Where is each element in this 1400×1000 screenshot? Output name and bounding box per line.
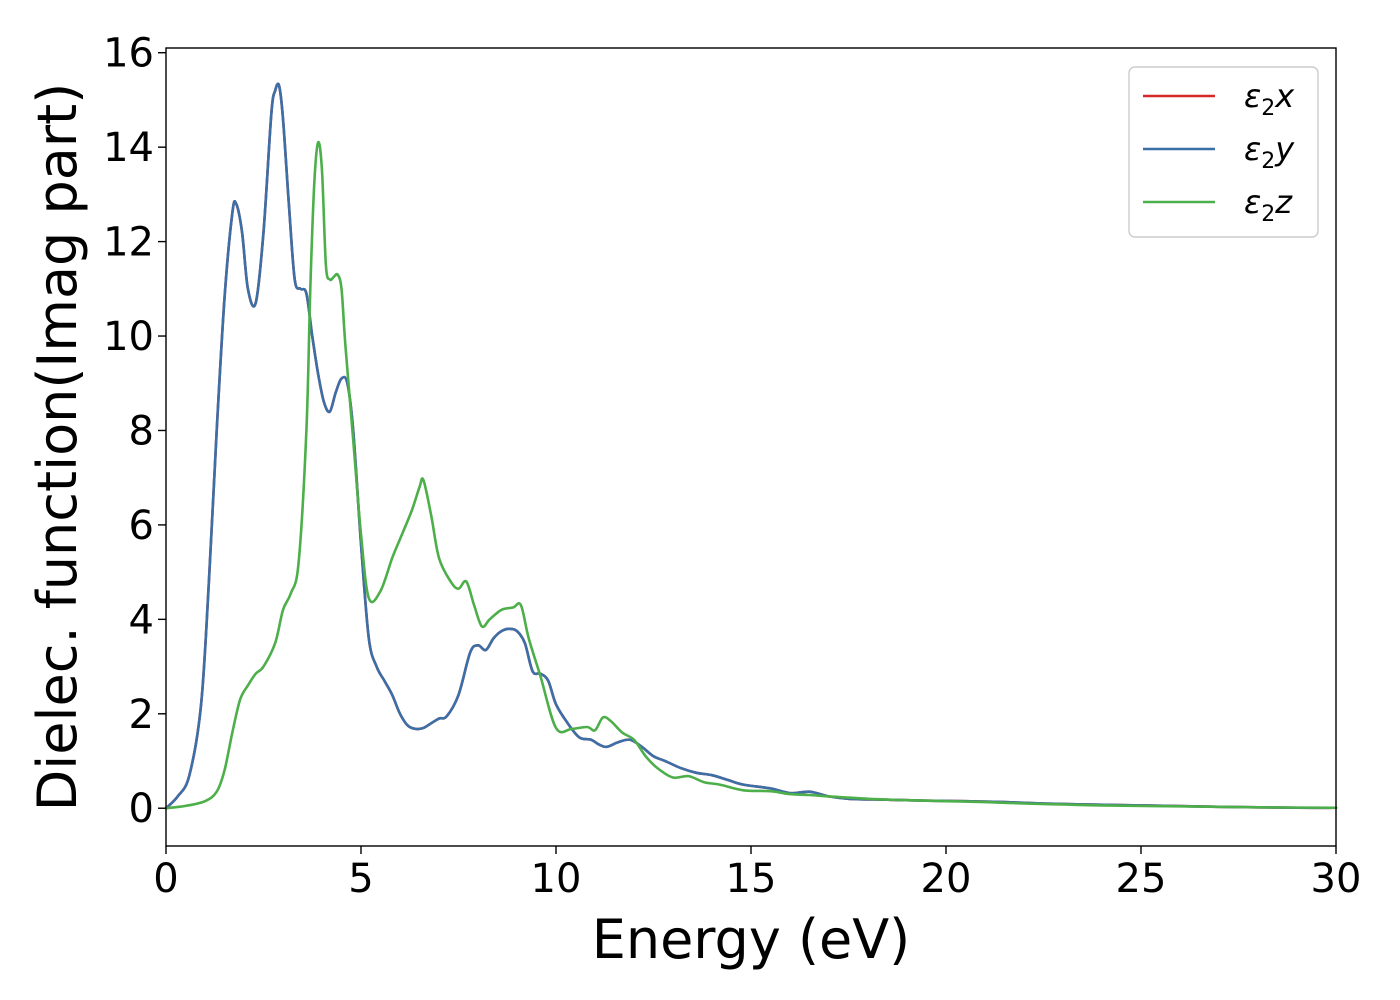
legend-label-sub: 2 xyxy=(1261,96,1275,121)
x-tick-label: 15 xyxy=(726,856,777,902)
legend-label: ε2z xyxy=(1244,183,1293,227)
legend-label-sub: 2 xyxy=(1261,202,1275,227)
legend-label-main: ε xyxy=(1244,130,1261,168)
x-axis: 0 5 10 15 20 25 30 xyxy=(153,846,1361,902)
plot-area xyxy=(164,82,1338,810)
legend-label-suffix: x xyxy=(1274,77,1295,115)
y-tick-label: 12 xyxy=(103,220,154,266)
legend-label-suffix: z xyxy=(1274,183,1293,221)
legend-label-suffix: y xyxy=(1274,130,1295,168)
legend-entry: ε2y xyxy=(1143,130,1295,174)
legend-entry: ε2x xyxy=(1143,77,1295,121)
legend-box xyxy=(1128,66,1319,238)
legend-label-main: ε xyxy=(1244,77,1261,115)
y-tick-label: 4 xyxy=(129,597,154,643)
x-tick-label: 10 xyxy=(531,856,582,902)
legend-label: ε2x xyxy=(1244,77,1295,121)
y-axis-label: Dielec. function(Imag part) xyxy=(26,83,89,812)
legend-entry: ε2z xyxy=(1143,183,1293,227)
y-tick-label: 6 xyxy=(129,503,154,549)
y-axis: 0 2 4 6 8 10 12 14 16 xyxy=(103,31,166,832)
legend-label-sub: 2 xyxy=(1261,149,1275,174)
x-axis-label: Energy (eV) xyxy=(592,908,911,971)
y-tick-label: 2 xyxy=(129,692,154,738)
x-tick-label: 0 xyxy=(153,856,178,902)
y-tick-label: 0 xyxy=(129,786,154,832)
y-tick-label: 16 xyxy=(103,31,154,77)
x-tick-label: 20 xyxy=(921,856,972,902)
legend-label: ε2y xyxy=(1244,130,1295,174)
y-tick-label: 14 xyxy=(103,125,154,171)
series-line-1 xyxy=(164,82,1338,810)
y-tick-label: 8 xyxy=(129,408,154,454)
legend-label-main: ε xyxy=(1244,183,1261,221)
series-line-2 xyxy=(164,140,1338,810)
x-tick-label: 25 xyxy=(1116,856,1167,902)
x-tick-label: 5 xyxy=(348,856,373,902)
y-tick-label: 10 xyxy=(103,314,154,360)
x-tick-label: 30 xyxy=(1311,856,1362,902)
